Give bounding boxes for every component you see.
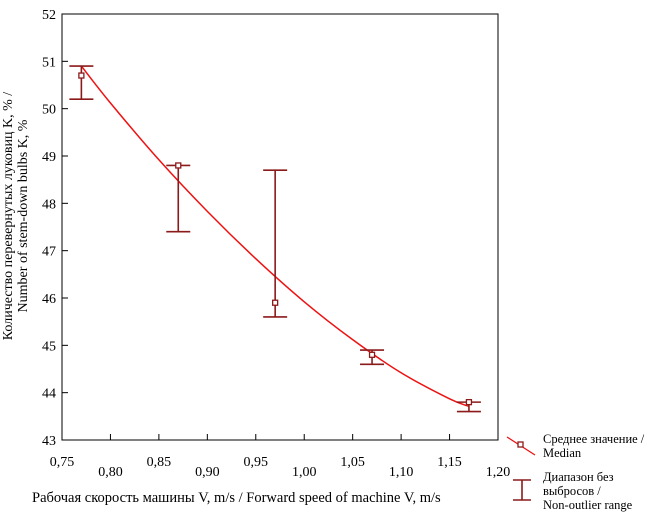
y-tick-label: 44 bbox=[42, 387, 56, 402]
y-tick-label: 47 bbox=[42, 245, 56, 260]
legend-median-line-1: Среднее значение / bbox=[543, 432, 645, 446]
legend-range-line-2: выбросов / bbox=[543, 484, 601, 498]
x-tick-label: 1,20 bbox=[486, 465, 511, 480]
median-point bbox=[175, 162, 182, 169]
y-tick-label: 43 bbox=[42, 434, 56, 449]
x-tick-label: 1,00 bbox=[292, 465, 317, 480]
legend-range-symbol bbox=[513, 479, 531, 501]
median-point bbox=[272, 299, 279, 306]
median-point bbox=[368, 351, 376, 358]
fit-curve bbox=[80, 65, 470, 408]
legend-range-line-1: Диапазон без bbox=[543, 470, 614, 484]
range-bar bbox=[69, 65, 94, 100]
median-point bbox=[465, 398, 473, 406]
legend-median-line-2: Median bbox=[543, 446, 582, 460]
x-axis: 0,75 0,85 0,95 1,05 1,15 0,80 0,90 1,00 1,10 1,20 bbox=[50, 434, 511, 480]
y-tick-label: 52 bbox=[42, 8, 56, 23]
x-tick-label: 0,75 bbox=[50, 455, 75, 470]
plot-frame bbox=[61, 13, 499, 441]
x-tick-label: 0,80 bbox=[98, 465, 123, 480]
y-tick-label: 46 bbox=[42, 292, 56, 307]
x-tick-label: 1,05 bbox=[340, 455, 365, 470]
median-markers bbox=[78, 72, 473, 406]
y-axis-label-line-2: Number of stem-down bulbs K, % bbox=[16, 119, 31, 313]
y-tick-label: 45 bbox=[42, 339, 56, 354]
x-tick-label: 1,15 bbox=[437, 455, 462, 470]
range-bar bbox=[166, 164, 191, 233]
y-tick-label: 48 bbox=[42, 197, 56, 212]
legend-range-line-3: Non-outlier range bbox=[543, 498, 633, 512]
median-point bbox=[78, 72, 85, 79]
range-bar bbox=[263, 169, 288, 318]
legend-median-symbol bbox=[506, 436, 536, 456]
range-bars bbox=[69, 65, 481, 413]
x-tick-label: 1,10 bbox=[389, 465, 414, 480]
legend: Среднее значение / Median Диапазон без в… bbox=[505, 430, 660, 518]
y-tick-label: 50 bbox=[42, 103, 56, 118]
x-tick-label: 0,95 bbox=[244, 455, 269, 470]
y-axis-label: Количество перевернутых луковиц K, % / N… bbox=[1, 66, 31, 366]
x-tick-label: 0,90 bbox=[195, 465, 220, 480]
y-tick-label: 49 bbox=[42, 150, 56, 165]
x-tick-label: 0,85 bbox=[147, 455, 172, 470]
y-tick-label: 51 bbox=[42, 55, 56, 70]
y-axis-label-line-1: Количество перевернутых луковиц K, % / bbox=[1, 91, 16, 341]
y-axis: 43 44 45 46 47 48 49 50 51 52 bbox=[42, 8, 68, 449]
x-axis-label: Рабочая скорость машины V, m/s / Forward… bbox=[32, 490, 441, 506]
